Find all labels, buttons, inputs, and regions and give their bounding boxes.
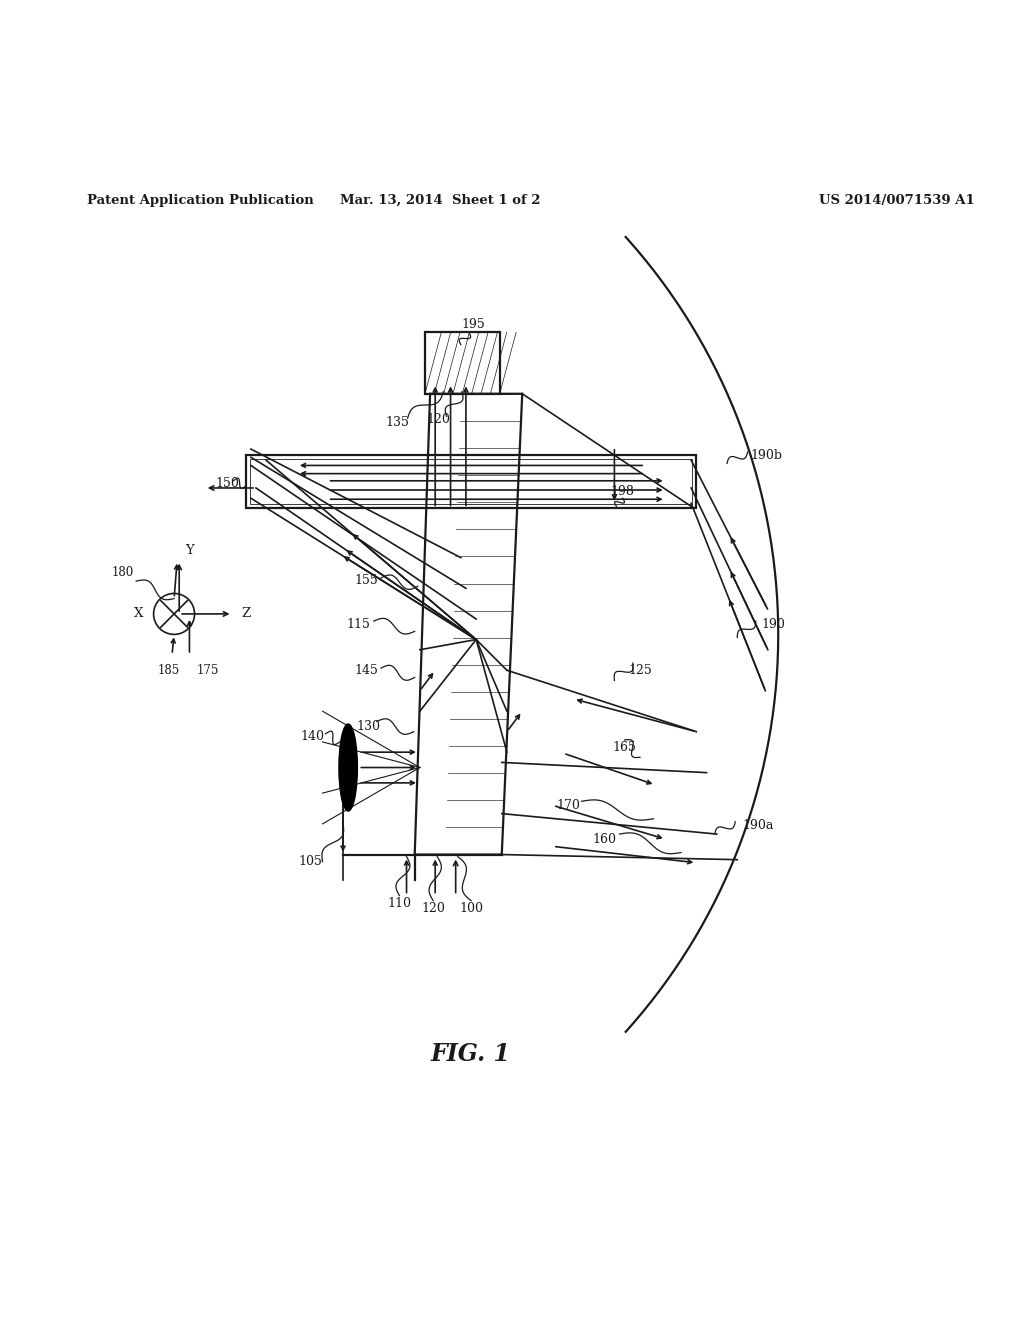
Text: 110: 110 — [387, 898, 412, 911]
Text: Mar. 13, 2014  Sheet 1 of 2: Mar. 13, 2014 Sheet 1 of 2 — [340, 194, 541, 207]
Text: 190a: 190a — [742, 820, 773, 833]
Text: 175: 175 — [197, 664, 219, 677]
Text: X: X — [134, 607, 143, 620]
Text: 115: 115 — [346, 618, 371, 631]
Text: 145: 145 — [354, 664, 379, 677]
Text: 105: 105 — [298, 855, 323, 869]
Text: 100: 100 — [459, 903, 483, 915]
Text: Patent Application Publication: Patent Application Publication — [87, 194, 313, 207]
Text: 120: 120 — [421, 903, 445, 915]
Text: 135: 135 — [385, 416, 410, 429]
Text: FIG. 1: FIG. 1 — [431, 1043, 511, 1067]
Text: 185: 185 — [158, 664, 180, 677]
Text: US 2014/0071539 A1: US 2014/0071539 A1 — [819, 194, 975, 207]
Text: 125: 125 — [628, 664, 652, 677]
Text: 180: 180 — [112, 566, 134, 579]
Ellipse shape — [339, 723, 357, 810]
Text: 170: 170 — [556, 799, 581, 812]
Text: 140: 140 — [300, 730, 325, 743]
Text: 190b: 190b — [750, 449, 782, 462]
Text: 155: 155 — [354, 574, 379, 586]
Text: Y: Y — [185, 544, 194, 557]
Text: 195: 195 — [461, 318, 485, 330]
Text: 150: 150 — [215, 478, 240, 490]
Text: Z: Z — [241, 607, 251, 620]
Text: 160: 160 — [592, 833, 616, 846]
Text: 190: 190 — [761, 618, 785, 631]
Text: 130: 130 — [356, 721, 381, 733]
Text: 198: 198 — [610, 484, 635, 498]
Text: 120: 120 — [426, 413, 451, 426]
Text: 165: 165 — [612, 741, 637, 754]
